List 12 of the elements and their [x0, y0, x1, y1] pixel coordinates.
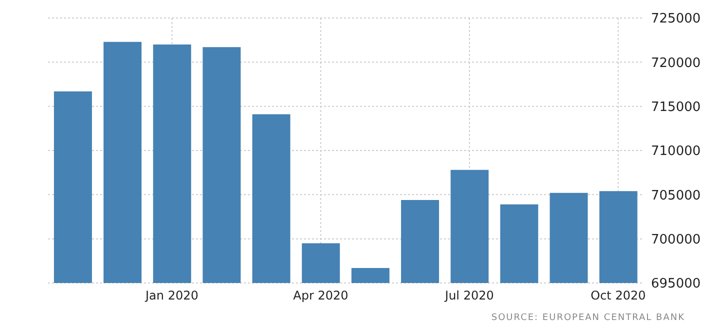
y-tick-label: 695000: [651, 276, 701, 292]
x-tick-label: Oct 2020: [590, 288, 646, 303]
y-tick-label: 715000: [651, 100, 701, 115]
y-tick-label: 710000: [651, 144, 701, 160]
x-tick-label: Jul 2020: [444, 288, 494, 303]
y-tick-label: 725000: [651, 12, 701, 27]
y-tick-label: 720000: [651, 56, 701, 71]
source-note: SOURCE: EUROPEAN CENTRAL BANK: [491, 313, 685, 323]
x-tick-label: Apr 2020: [293, 288, 348, 303]
x-tick-label: Jan 2020: [144, 288, 198, 303]
y-tick-label: 705000: [651, 188, 701, 204]
y-tick-label: 700000: [651, 232, 701, 248]
